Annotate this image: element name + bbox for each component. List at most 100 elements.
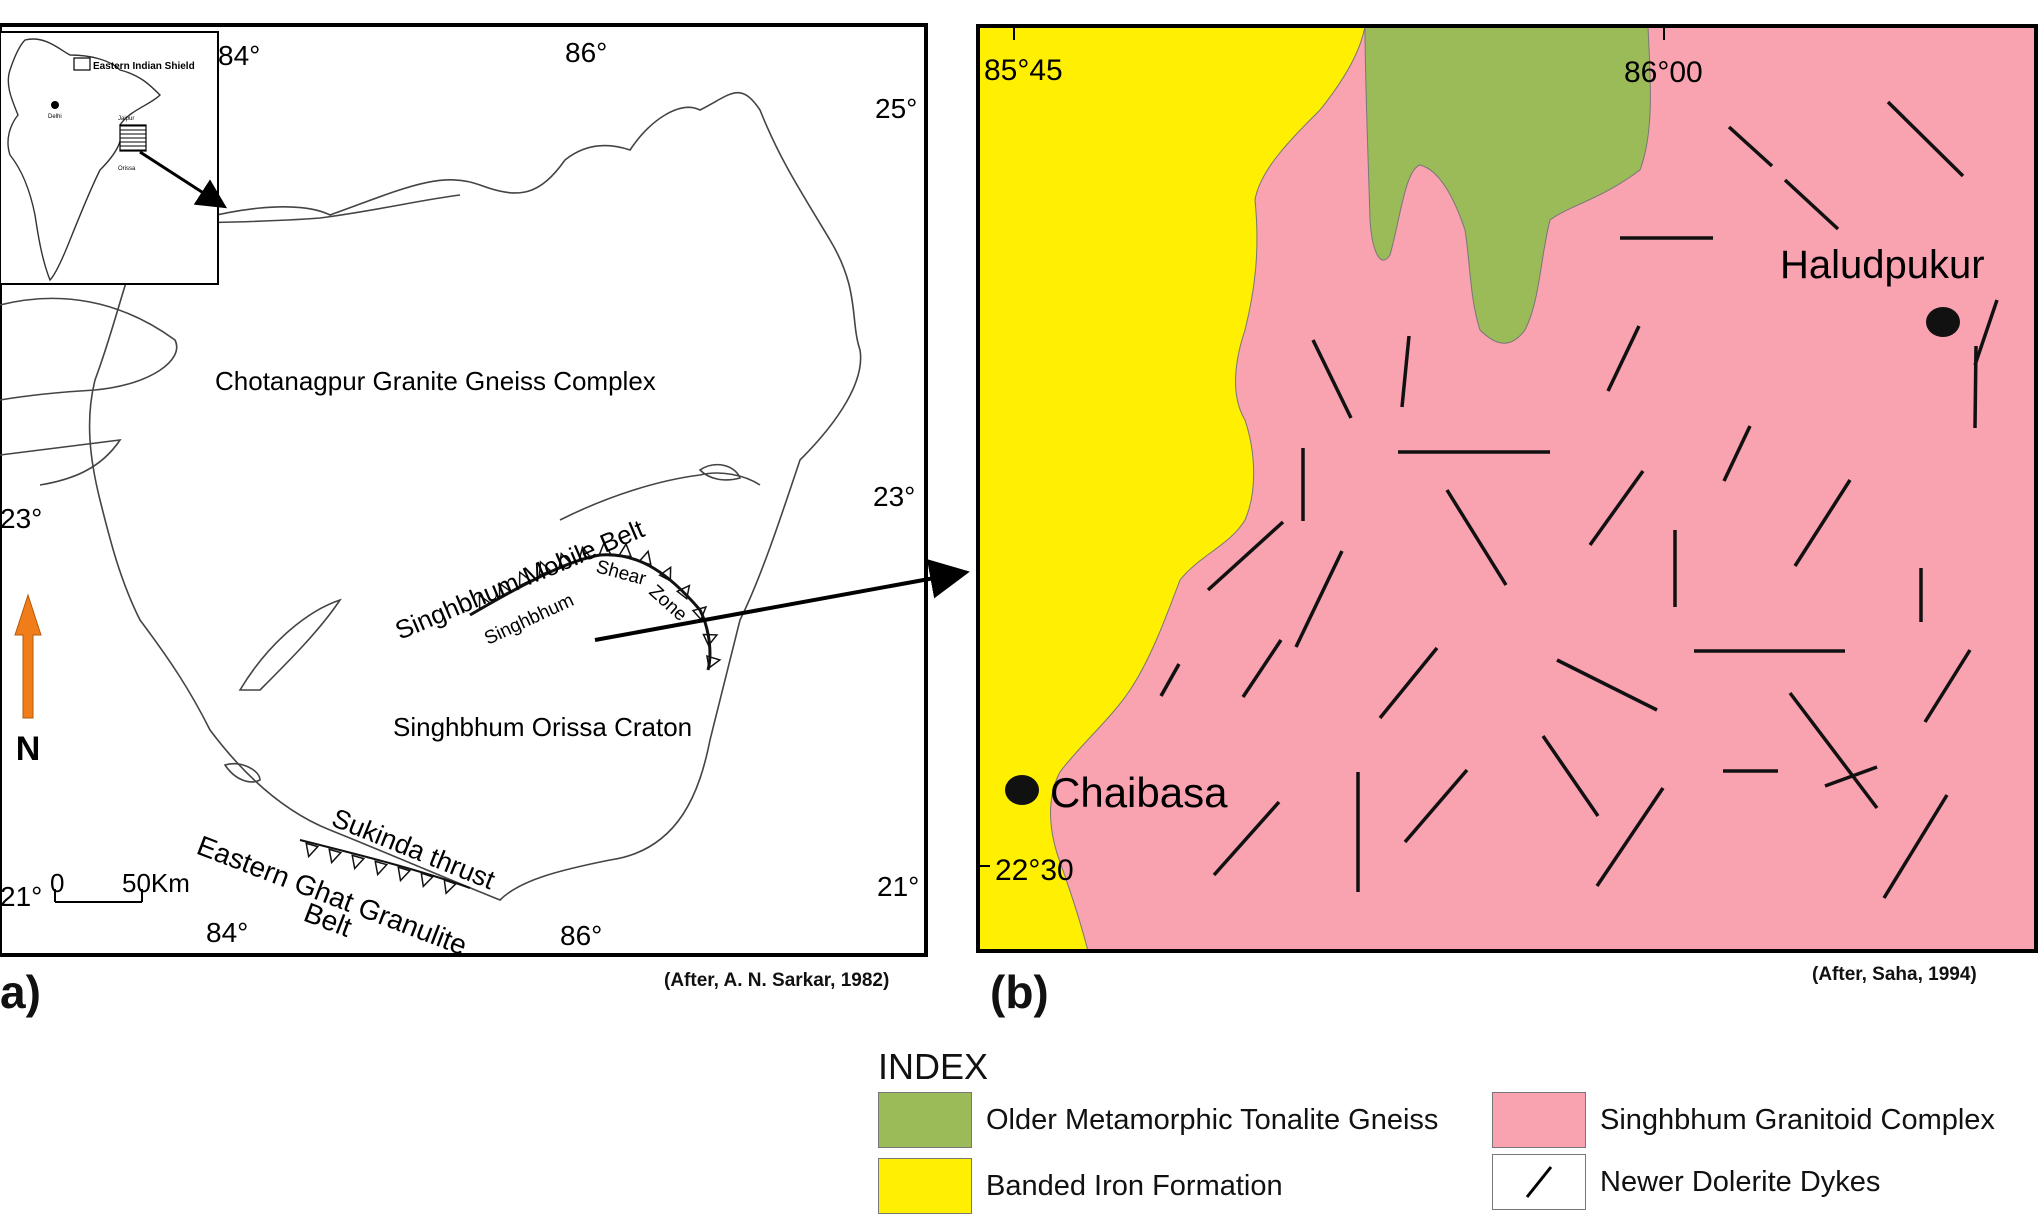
dolerite-dyke	[1824, 765, 1878, 788]
dolerite-dyke	[1541, 735, 1600, 817]
sukinda-thrust-line	[299, 839, 471, 889]
panel-b-map: 85°45 86°00 22°30 Chaibasa Haludpukur	[976, 24, 2038, 953]
legend-item-gneiss: Older Metamorphic Tonalite Gneiss	[878, 1092, 1438, 1148]
coord-label: 85°45	[984, 54, 1063, 87]
legend-swatch-dykes	[1492, 1154, 1586, 1210]
river-line	[0, 297, 178, 401]
older-metamorphic-gneiss-area	[1364, 26, 1651, 344]
dolerite-dyke	[1882, 794, 1949, 899]
lat-label: 23°	[0, 503, 42, 534]
dolerite-dyke	[1606, 325, 1641, 392]
legend-label: Singhbhum Granitoid Complex	[1600, 1103, 1995, 1136]
dolerite-dyke	[1294, 550, 1344, 648]
lat-label: 25°	[875, 93, 917, 124]
legend-item-dykes: Newer Dolerite Dykes	[1492, 1154, 1880, 1210]
inset-city-label: Jaipur	[118, 116, 134, 122]
north-label: N	[16, 730, 41, 768]
inset-shield-label: Eastern Indian Shield	[93, 61, 195, 72]
lat-label: 21°	[877, 871, 919, 902]
coord-label: 22°30	[995, 854, 1074, 887]
eastern-indian-shield-marker	[119, 124, 147, 152]
fault-tick-mark	[443, 878, 458, 895]
dolerite-dyke	[1923, 649, 1972, 723]
fault-tick-mark	[702, 633, 719, 647]
fault-tick-mark	[498, 581, 512, 599]
delhi-dot	[51, 101, 59, 109]
dolerite-dyke	[1973, 299, 1999, 366]
dolerite-dyke	[1378, 646, 1439, 720]
place-label-haludpukur: Haludpukur	[1780, 243, 1985, 287]
panel-b-label: (b)	[990, 966, 1049, 1018]
fault-tick-mark	[637, 549, 652, 566]
river-line	[238, 598, 342, 691]
dolerite-dyke	[1241, 639, 1283, 698]
fault-tick-mark	[328, 848, 343, 865]
dolerite-dyke	[1727, 125, 1774, 168]
dolerite-dyke	[1400, 335, 1411, 408]
legend-swatch-granitoid	[1492, 1092, 1586, 1148]
chaibasa-dot	[1005, 775, 1039, 805]
fault-tick-mark	[374, 860, 389, 877]
link-arrow	[594, 559, 970, 642]
region-outline	[88, 91, 862, 901]
dolerite-dyke	[1788, 691, 1879, 810]
fault-tick-mark	[658, 565, 672, 583]
dolerite-dyke	[1403, 768, 1469, 844]
lat-label: 23°	[873, 481, 915, 512]
fault-tick-mark	[351, 854, 366, 871]
lon-label: 86°	[565, 37, 607, 68]
dolerite-dyke	[1588, 469, 1645, 547]
lat-label: 21°	[0, 881, 42, 912]
coord-label: 86°00	[1624, 56, 1703, 89]
legend-swatch-bif	[878, 1158, 972, 1214]
place-label-chaibasa: Chaibasa	[1050, 769, 1228, 816]
dolerite-dyke	[1556, 658, 1658, 712]
fault-tick-mark	[706, 655, 722, 670]
dolerite-dyke	[1793, 479, 1852, 567]
region-label-chotanagpur: Chotanagpur Granite Gneiss Complex	[215, 366, 656, 396]
legend-label: Newer Dolerite Dykes	[1600, 1165, 1881, 1198]
inset-pointer-arrow	[139, 150, 228, 209]
dolerite-dyke	[1206, 520, 1285, 592]
fault-tick-mark	[617, 542, 633, 558]
haludpukur-dot	[1926, 307, 1960, 337]
inset-map: Eastern Indian Shield Delhi Jaipur Oriss…	[0, 31, 228, 285]
panel-b-credit: (After, Saha, 1994)	[1812, 964, 1977, 985]
river-line	[0, 438, 122, 486]
dolerite-dyke	[1445, 489, 1508, 586]
scale-label: 50Km	[122, 868, 190, 898]
region-label-craton: Singhbhum Orissa Craton	[393, 712, 692, 742]
india-outline	[7, 38, 161, 282]
legend-label: Older Metamorphic Tonalite Gneiss	[986, 1103, 1439, 1136]
dolerite-dyke	[1783, 178, 1840, 231]
lon-label: 84°	[206, 917, 248, 948]
legend-item-granitoid: Singhbhum Granitoid Complex	[1492, 1092, 1995, 1148]
dolerite-dyke	[1973, 345, 1978, 429]
inset-city-label: Orissa	[118, 166, 136, 172]
fault-tick-mark	[538, 560, 552, 577]
north-arrow-icon	[14, 593, 42, 719]
fault-tick-mark	[691, 605, 708, 621]
river-line	[698, 463, 742, 481]
scale-bar: 0 50Km	[50, 868, 190, 903]
panel-b-frame	[976, 24, 2038, 953]
lon-label: 86°	[560, 920, 602, 951]
fault-tick-mark	[420, 872, 435, 889]
lon-label: 84°	[218, 40, 260, 71]
inset-frame	[0, 31, 219, 285]
dolerite-dyke	[1311, 339, 1353, 419]
singhbhum-granitoid-area	[1050, 26, 2036, 951]
fault-tick-mark	[305, 842, 320, 859]
legend-swatch-gneiss	[878, 1092, 972, 1148]
legend-item-bif: Banded Iron Formation	[878, 1158, 1283, 1214]
fault-tick-mark	[397, 866, 412, 883]
panel-a-credit: (After, A. N. Sarkar, 1982)	[664, 970, 890, 991]
inset-city-label: Delhi	[48, 114, 62, 120]
legend-label: Banded Iron Formation	[986, 1169, 1283, 1202]
dolerite-dyke	[1722, 425, 1752, 482]
river-line	[223, 762, 261, 783]
scale-zero: 0	[50, 868, 64, 898]
shear-zone-ticks	[478, 541, 722, 670]
fault-tick-mark	[558, 551, 573, 568]
